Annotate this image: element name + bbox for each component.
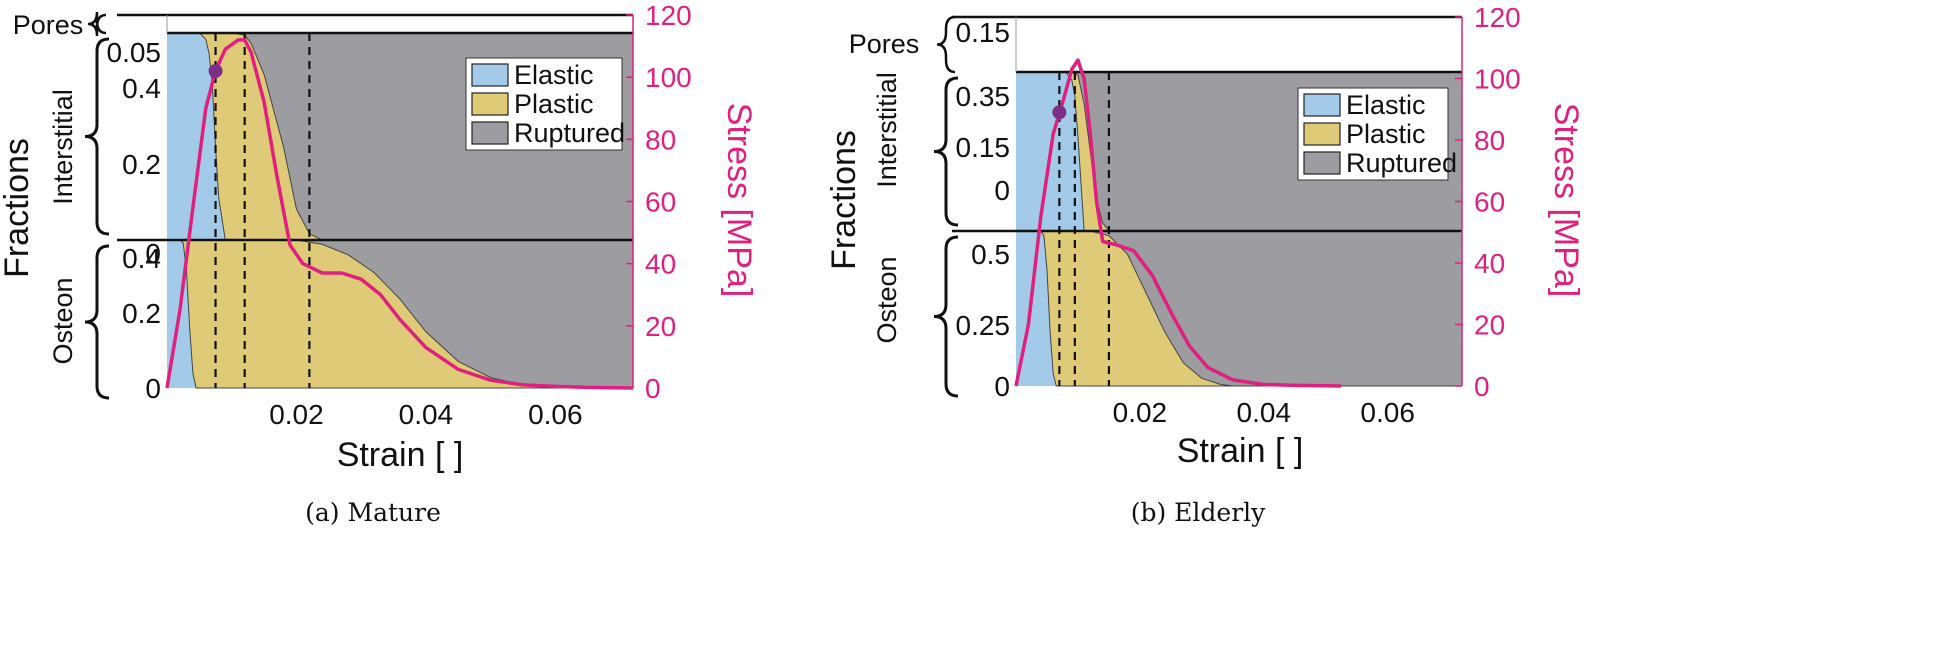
interstitial-tick-label: 0 — [994, 175, 1010, 206]
right-tick-label: 80 — [1474, 125, 1505, 156]
osteon-tick-label: 0.5 — [971, 239, 1010, 270]
x-tick-label: 0.04 — [1237, 397, 1292, 428]
figure-caption: (b) Elderly — [1131, 498, 1266, 527]
stress-marker — [1052, 105, 1067, 120]
y-axis-label: Fractions — [0, 138, 36, 278]
osteon-tick-label: 0.25 — [956, 310, 1011, 341]
right-tick-label: 80 — [645, 124, 676, 155]
interstitial-elastic-area — [167, 33, 633, 240]
x-tick-label: 0.02 — [269, 399, 324, 430]
interstitial-region-label: Interstitial — [872, 72, 902, 188]
legend-swatch — [471, 63, 509, 87]
right-tick-label: 120 — [645, 0, 692, 31]
pores-region-label: Pores — [13, 10, 84, 40]
right-axis-label: Stress [MPa] — [720, 103, 758, 298]
osteon-region-label: Osteon — [48, 277, 78, 364]
y-axis-label: Fractions — [825, 130, 863, 270]
right-tick-label: 20 — [1474, 310, 1505, 341]
stress-marker — [208, 63, 223, 78]
legend-entry-label: Ruptured — [514, 118, 625, 148]
panel-elderly: 0.15 0.35 0.15 0 0.5 0.25 0 0 20 40 60 80 100 120 0.02… — [825, 2, 1585, 527]
x-tick-label: 0.06 — [1360, 397, 1415, 428]
right-tick-label: 40 — [1474, 248, 1505, 279]
legend-swatch — [1303, 122, 1341, 146]
figure-caption: (a) Mature — [305, 498, 441, 527]
osteon-brace — [84, 244, 110, 400]
interstitial-elastic-edge — [1016, 71, 1462, 232]
right-tick-label: 100 — [1474, 64, 1521, 95]
osteon-tick-label: 0.2 — [122, 298, 161, 329]
right-tick-label: 100 — [645, 62, 692, 93]
pores-tick-label: 0.05 — [107, 37, 162, 68]
legend-entry-label: Elastic — [1346, 90, 1426, 120]
interstitial-tick-label: 0.2 — [122, 149, 161, 180]
pores-brace — [936, 15, 956, 74]
legend-entry-label: Plastic — [1346, 119, 1426, 149]
osteon-tick-label: 0.4 — [122, 243, 161, 274]
x-axis-label: Strain [ ] — [337, 436, 464, 474]
x-axis-label: Strain [ ] — [1177, 432, 1304, 470]
right-tick-label: 40 — [645, 249, 676, 280]
osteon-tick-label: 0 — [994, 371, 1010, 402]
interstitial-tick-label: 0.15 — [956, 132, 1011, 163]
interstitial-brace — [84, 37, 110, 236]
pores-region-label: Pores — [849, 29, 920, 59]
interstitial-tick-label: 0 — [145, 238, 161, 269]
legend-entry-label: Elastic — [514, 60, 594, 90]
osteon-tick-label: 0 — [145, 373, 161, 404]
x-tick-label: 0.06 — [528, 399, 583, 430]
pores-tick-label: 0.15 — [956, 17, 1011, 48]
x-tick-label: 0.02 — [1113, 397, 1168, 428]
right-tick-label: 60 — [1474, 187, 1505, 218]
x-tick-label: 0.04 — [399, 399, 454, 430]
interstitial-region-label: Interstitial — [48, 89, 78, 205]
legend-swatch — [1303, 93, 1341, 117]
osteon-brace — [933, 235, 959, 398]
right-tick-label: 0 — [1474, 371, 1490, 402]
legend-swatch — [471, 92, 509, 116]
osteon-region-label: Osteon — [872, 256, 902, 343]
interstitial-tick-label: 0.35 — [956, 81, 1011, 112]
pores-brace — [87, 11, 107, 37]
legend-swatch — [1303, 151, 1341, 175]
interstitial-plastic-area — [167, 33, 633, 240]
right-tick-label: 0 — [645, 373, 661, 404]
interstitial-brace — [933, 76, 959, 227]
legend-entry-label: Plastic — [514, 89, 594, 119]
right-tick-label: 20 — [645, 311, 676, 342]
interstitial-elastic-area — [1016, 72, 1462, 231]
osteon-plastic-area — [1016, 231, 1462, 386]
right-axis-label: Stress [MPa] — [1547, 103, 1585, 298]
interstitial-tick-label: 0.4 — [122, 73, 161, 104]
osteon-plastic-area — [167, 240, 633, 388]
legend-swatch — [471, 121, 509, 145]
right-tick-label: 60 — [645, 187, 676, 218]
right-tick-label: 120 — [1474, 2, 1521, 33]
legend-entry-label: Ruptured — [1346, 148, 1457, 178]
